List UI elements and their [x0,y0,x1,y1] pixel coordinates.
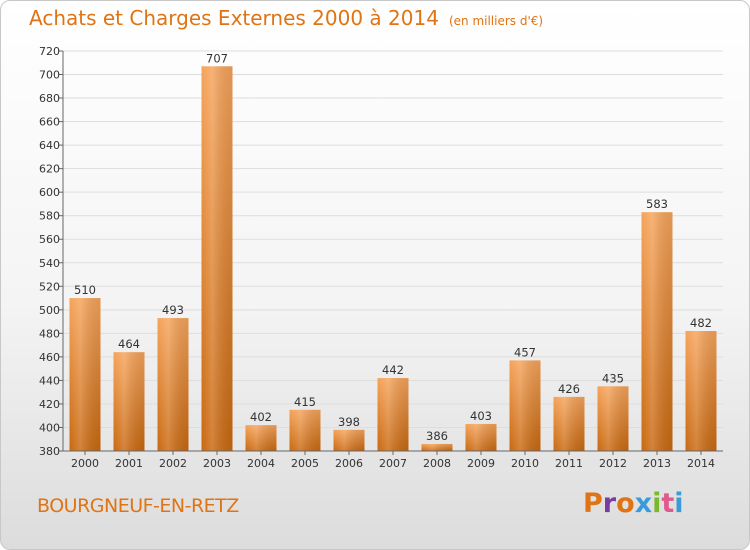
y-tick-label: 540 [39,257,60,270]
x-tick-label: 2011 [555,457,583,470]
logo-letter: i [652,488,662,519]
bar-shade [245,425,277,451]
y-tick-label: 520 [39,280,60,293]
chart-subtitle: (en milliers d'€) [448,14,544,28]
y-tick-label: 400 [39,421,60,434]
city-name: BOURGNEUF-EN-RETZ [37,495,239,517]
x-tick-label: 2002 [159,457,187,470]
label-layer: 380 400 420 440 460 480 500 520 540 560 580 600 620 6… [39,45,715,470]
logo-letter: o [616,488,635,519]
y-tick-label: 720 [39,45,60,58]
proxiti-logo: Proxiti [583,488,684,519]
y-tick-label: 700 [39,69,60,82]
x-tick-label: 2003 [203,457,231,470]
bar-shade [421,443,453,451]
data-label: 442 [382,363,404,377]
data-label: 510 [74,283,96,297]
data-label: 583 [646,197,668,211]
data-label: 402 [250,410,272,424]
x-tick-label: 2009 [467,457,495,470]
data-label: 464 [118,337,140,351]
logo-letter: x [634,488,653,519]
y-tick-label: 620 [39,163,60,176]
y-tick-label: 680 [39,92,60,105]
y-tick-label: 560 [39,233,60,246]
data-label: 482 [690,316,712,330]
y-tick-label: 480 [39,327,60,340]
x-tick-label: 2006 [335,457,363,470]
logo-letter: i [674,488,684,519]
x-tick-label: 2007 [379,457,407,470]
x-tick-label: 2000 [71,457,99,470]
x-tick-label: 2001 [115,457,143,470]
y-tick-label: 600 [39,186,60,199]
bar-shade [509,360,541,451]
bar-shade [641,212,673,451]
data-label: 415 [294,395,316,409]
chart-title: Achats et Charges Externes 2000 à 2014 (e… [29,6,543,30]
y-tick-label: 440 [39,374,60,387]
y-tick-label: 380 [39,445,60,458]
data-label: 435 [602,371,624,385]
bar-shade [69,298,101,451]
bar-shade [157,318,189,451]
logo-letter: r [602,488,617,519]
bar-shade [553,396,585,451]
bar-shade [377,378,409,451]
bar-shade [113,352,145,451]
x-tick-label: 2013 [643,457,671,470]
logo-letter: P [583,488,603,519]
bar-shade [289,409,321,451]
y-tick-label: 500 [39,304,60,317]
bar-shade [685,331,717,451]
x-tick-label: 2008 [423,457,451,470]
x-tick-label: 2010 [511,457,539,470]
y-tick-label: 640 [39,139,60,152]
bar-shade [597,386,629,451]
y-tick-label: 580 [39,210,60,223]
data-label: 398 [338,415,360,429]
bar-shade [201,66,233,451]
x-tick-label: 2005 [291,457,319,470]
y-tick-label: 420 [39,398,60,411]
data-label: 707 [206,51,228,65]
bar-layer [69,66,717,451]
chart-title-text: Achats et Charges Externes 2000 à 2014 [29,6,439,30]
axis-layer [59,50,723,455]
x-tick-label: 2004 [247,457,275,470]
data-label: 457 [514,345,536,359]
data-label: 386 [426,429,448,443]
logo-letter: t [661,488,675,519]
x-tick-label: 2012 [599,457,627,470]
y-tick-label: 660 [39,116,60,129]
bar-shade [333,429,365,451]
data-label: 493 [162,303,184,317]
data-label: 403 [470,409,492,423]
x-tick-label: 2014 [687,457,715,470]
y-tick-label: 460 [39,351,60,364]
bar-shade [465,423,497,451]
data-label: 426 [558,382,580,396]
